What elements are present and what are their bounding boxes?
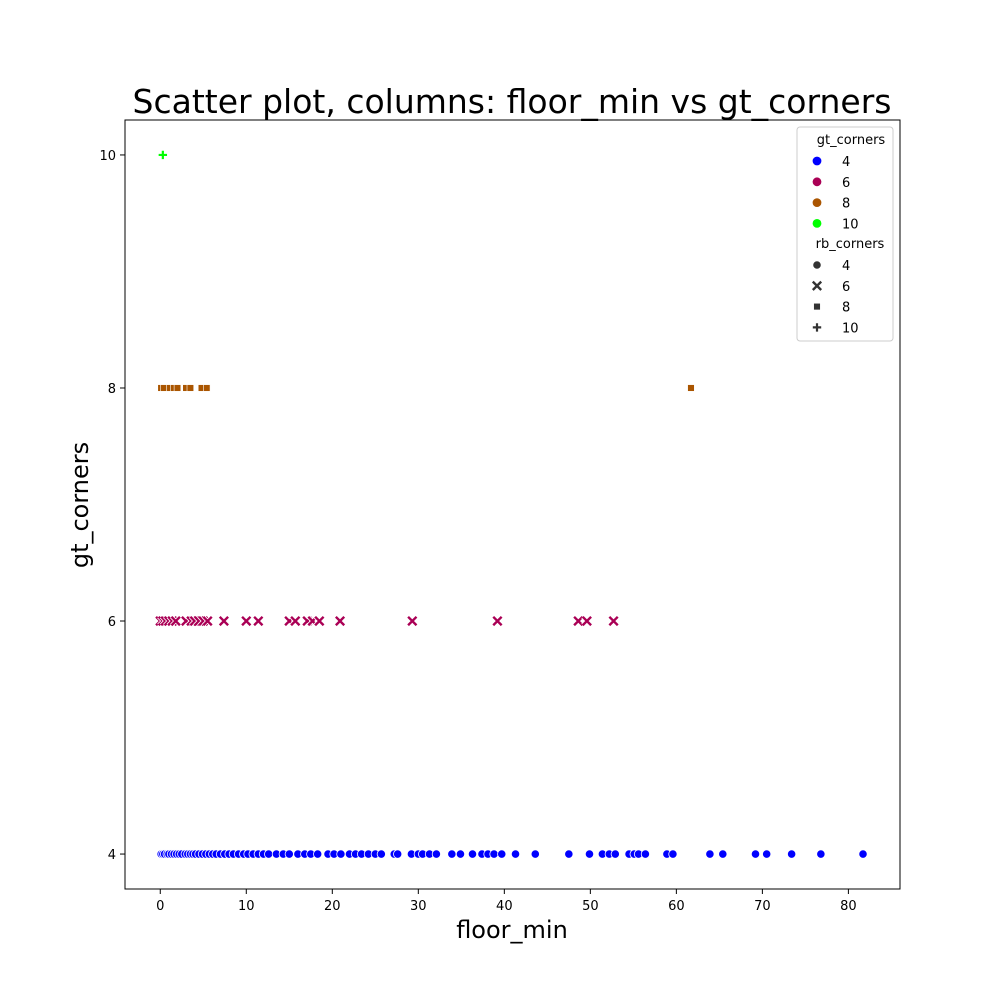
data-point xyxy=(376,849,386,859)
legend-style-marker xyxy=(812,323,822,332)
x-tick-label: 40 xyxy=(496,899,513,914)
legend-hue-entries: 4 6 8 10 xyxy=(811,155,859,232)
chart-title: Scatter plot, columns: floor_min vs gt_c… xyxy=(133,82,892,121)
x-tick-label: 70 xyxy=(754,899,771,914)
legend-style-marker xyxy=(813,302,821,311)
data-point xyxy=(816,849,826,859)
data-point xyxy=(610,849,620,859)
data-point xyxy=(158,150,168,160)
legend-style-label: 8 xyxy=(842,301,850,316)
x-tick-label: 50 xyxy=(582,899,599,914)
legend-hue-marker xyxy=(811,176,823,188)
x-tick-label: 60 xyxy=(668,899,685,914)
x-tick-label: 20 xyxy=(324,899,341,914)
data-point xyxy=(313,615,326,627)
x-axis-ticks: 0 10 20 30 40 50 60 70 80 xyxy=(156,889,857,914)
data-point xyxy=(640,849,650,859)
x-tick-label: 10 xyxy=(238,899,255,914)
data-point xyxy=(858,849,868,859)
legend-style-label: 10 xyxy=(842,321,859,336)
data-point xyxy=(201,615,214,627)
legend-hue-label: 8 xyxy=(842,197,850,212)
data-point xyxy=(393,849,403,859)
data-point xyxy=(334,615,346,627)
legend-hue-label: 4 xyxy=(842,155,850,170)
legend-hue-label: 6 xyxy=(842,176,850,191)
data-point xyxy=(491,615,504,627)
y-tick-label: 10 xyxy=(99,149,116,164)
data-point xyxy=(750,849,761,859)
x-tick-label: 0 xyxy=(156,899,164,914)
legend-hue-marker xyxy=(811,155,823,167)
data-point xyxy=(284,849,294,859)
data-point xyxy=(581,615,593,627)
data-point xyxy=(264,849,274,859)
data-point xyxy=(431,849,441,859)
data-point xyxy=(564,849,574,859)
x-tick-label: 80 xyxy=(840,899,857,914)
legend-style-label: 4 xyxy=(842,259,850,274)
data-point xyxy=(705,849,715,859)
y-tick-label: 6 xyxy=(108,615,116,630)
data-point xyxy=(240,615,252,627)
data-point xyxy=(530,849,540,859)
y-axis-ticks: 4 6 8 10 xyxy=(99,149,125,863)
legend-hue-marker xyxy=(811,197,823,208)
data-point xyxy=(787,849,797,859)
data-point xyxy=(607,615,620,627)
data-point xyxy=(186,384,195,392)
data-point xyxy=(170,615,182,627)
data-point xyxy=(160,384,168,392)
data-point xyxy=(668,849,678,859)
legend-style-entries: 4 6 8 10 xyxy=(811,259,859,336)
data-point xyxy=(584,849,595,859)
x-axis-label: floor_min xyxy=(456,916,568,944)
data-point xyxy=(406,615,418,627)
data-point xyxy=(289,615,301,627)
data-point xyxy=(510,849,521,859)
y-tick-label: 8 xyxy=(108,382,116,397)
legend-hue-title: gt_corners xyxy=(817,133,886,148)
x-tick-label: 30 xyxy=(410,899,427,914)
data-point xyxy=(336,849,346,859)
data-point xyxy=(572,615,584,627)
legend: gt_corners 4 6 8 10 rb_corners 4 6 8 10 xyxy=(796,126,894,342)
data-point xyxy=(687,384,695,392)
data-point xyxy=(313,849,323,859)
data-point xyxy=(173,384,182,392)
data-point xyxy=(467,849,478,859)
plot-points xyxy=(154,150,868,859)
data-point xyxy=(718,849,728,859)
data-point xyxy=(203,384,211,392)
plot-area-frame xyxy=(124,119,901,890)
legend-style-marker xyxy=(811,280,823,292)
data-point xyxy=(455,849,466,859)
legend-hue-marker xyxy=(811,218,823,229)
legend-style-marker xyxy=(812,260,822,270)
data-point xyxy=(218,615,230,627)
legend-hue-label: 10 xyxy=(842,217,859,232)
data-point xyxy=(497,849,507,859)
data-point xyxy=(489,849,499,859)
data-point xyxy=(447,849,457,859)
y-axis-label: gt_corners xyxy=(66,442,94,568)
data-point xyxy=(762,849,772,859)
y-tick-label: 4 xyxy=(108,848,116,863)
data-point xyxy=(252,615,264,627)
legend-style-title: rb_corners xyxy=(816,237,885,252)
legend-style-label: 6 xyxy=(842,280,850,295)
